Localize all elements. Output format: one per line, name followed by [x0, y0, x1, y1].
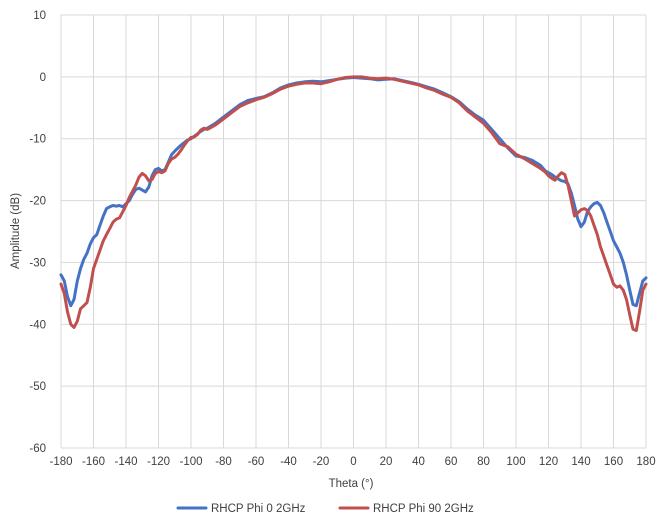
y-tick-label: -20: [29, 196, 46, 208]
x-tick-label: 120: [539, 456, 558, 468]
y-tick-label: 10: [33, 10, 46, 22]
grid-lines: [60, 14, 647, 449]
x-tick-label: 140: [571, 456, 590, 468]
x-tick-label: -160: [82, 456, 105, 468]
x-tick-label: -40: [280, 456, 297, 468]
y-tick-label: -50: [29, 381, 46, 393]
y-tick-label: -60: [29, 443, 46, 455]
y-tick-label: -10: [29, 134, 46, 146]
x-tick-labels: -180 -160 -140 -120 -100 -80 -60 -40 -20 0 20 40 60 8…: [49, 456, 655, 468]
x-tick-label: -60: [248, 456, 265, 468]
series-layer: [59, 75, 648, 332]
legend-label-1: RHCP Phi 0 2GHz: [211, 503, 306, 515]
x-tick-label: -20: [313, 456, 330, 468]
x-tick-label: -80: [215, 456, 232, 468]
x-tick-label: -100: [179, 456, 202, 468]
x-tick-label: -140: [114, 456, 137, 468]
series-line-2: [59, 75, 648, 332]
y-axis-title: Amplitude (dB): [10, 193, 22, 269]
x-tick-label: 60: [445, 456, 458, 468]
x-tick-label: 100: [506, 456, 525, 468]
y-tick-labels: -60 -50 -40 -30 -20 -10 0 10: [29, 10, 46, 455]
y-tick-label: 0: [40, 72, 46, 84]
y-tick-label: -30: [29, 257, 46, 269]
x-tick-label: -120: [147, 456, 170, 468]
x-tick-label: 80: [477, 456, 490, 468]
x-tick-label: 160: [604, 456, 623, 468]
x-tick-label: 20: [380, 456, 393, 468]
x-tick-label: 0: [350, 456, 356, 468]
x-tick-label: 180: [636, 456, 655, 468]
x-axis-title: Theta (°): [329, 478, 374, 490]
x-tick-label: -180: [49, 456, 72, 468]
x-tick-label: 40: [412, 456, 425, 468]
y-tick-label: -40: [29, 319, 46, 331]
legend-label-2: RHCP Phi 90 2GHz: [373, 503, 474, 515]
legend: RHCP Phi 0 2GHz RHCP Phi 90 2GHz: [176, 503, 474, 515]
